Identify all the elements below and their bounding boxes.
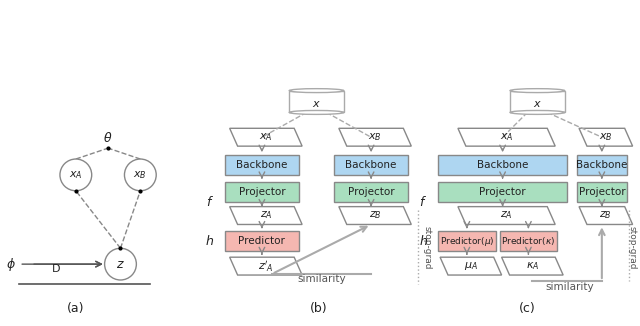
Polygon shape <box>339 128 412 146</box>
Text: $\mu_A$: $\mu_A$ <box>464 260 478 272</box>
FancyBboxPatch shape <box>225 155 299 175</box>
Text: Predictor($\kappa$): Predictor($\kappa$) <box>501 235 556 247</box>
Circle shape <box>60 159 92 191</box>
Text: $\theta$: $\theta$ <box>104 131 113 145</box>
FancyBboxPatch shape <box>438 155 567 175</box>
FancyBboxPatch shape <box>500 231 557 251</box>
Text: $x_A$: $x_A$ <box>259 131 273 143</box>
Text: Projector: Projector <box>239 187 285 197</box>
Polygon shape <box>230 207 302 225</box>
Text: (b): (b) <box>310 302 328 315</box>
Text: $x_B$: $x_B$ <box>599 131 612 143</box>
Text: $\phi$: $\phi$ <box>6 256 16 273</box>
Text: $z_B$: $z_B$ <box>369 210 381 221</box>
Ellipse shape <box>289 111 344 114</box>
Text: Projector: Projector <box>479 187 526 197</box>
Polygon shape <box>230 128 302 146</box>
Text: Backbone: Backbone <box>477 160 528 170</box>
Circle shape <box>124 159 156 191</box>
Text: (a): (a) <box>67 302 84 315</box>
Polygon shape <box>458 207 556 225</box>
Text: $z$: $z$ <box>116 258 125 271</box>
Text: stop-grad: stop-grad <box>628 226 637 269</box>
Text: Predictor($\mu$): Predictor($\mu$) <box>440 235 494 248</box>
Text: $h$: $h$ <box>419 234 428 248</box>
Text: $x_B$: $x_B$ <box>368 131 382 143</box>
Text: $x$: $x$ <box>312 98 321 109</box>
Polygon shape <box>440 257 502 275</box>
Bar <box>510 91 564 112</box>
Text: Backbone: Backbone <box>346 160 397 170</box>
Ellipse shape <box>289 89 344 93</box>
Text: Predictor: Predictor <box>239 236 285 246</box>
Text: (c): (c) <box>519 302 536 315</box>
Text: similarity: similarity <box>546 282 595 292</box>
Text: $x$: $x$ <box>533 98 542 109</box>
FancyBboxPatch shape <box>225 231 299 251</box>
Polygon shape <box>230 257 302 275</box>
Text: $x_A$: $x_A$ <box>500 131 513 143</box>
FancyBboxPatch shape <box>225 182 299 202</box>
Text: Backbone: Backbone <box>576 160 628 170</box>
Text: $z'_A$: $z'_A$ <box>258 259 274 274</box>
Bar <box>289 91 344 112</box>
Polygon shape <box>579 207 632 225</box>
Text: D: D <box>52 264 60 274</box>
FancyBboxPatch shape <box>438 231 495 251</box>
Text: $\kappa_A$: $\kappa_A$ <box>525 260 539 272</box>
FancyBboxPatch shape <box>334 182 408 202</box>
FancyBboxPatch shape <box>577 182 627 202</box>
Ellipse shape <box>510 111 564 114</box>
Text: Backbone: Backbone <box>236 160 287 170</box>
Text: $z_A$: $z_A$ <box>260 210 272 221</box>
Text: $z_A$: $z_A$ <box>500 210 513 221</box>
Text: $f$: $f$ <box>419 195 427 209</box>
Circle shape <box>104 248 136 280</box>
Text: $h$: $h$ <box>205 234 214 248</box>
Text: Projector: Projector <box>579 187 625 197</box>
Text: $f$: $f$ <box>206 195 214 209</box>
Polygon shape <box>339 207 412 225</box>
Text: Projector: Projector <box>348 187 394 197</box>
Polygon shape <box>458 128 556 146</box>
Polygon shape <box>502 257 563 275</box>
Polygon shape <box>579 128 632 146</box>
FancyBboxPatch shape <box>577 155 627 175</box>
Text: $x_B$: $x_B$ <box>134 169 147 181</box>
FancyBboxPatch shape <box>438 182 567 202</box>
Text: stop-grad: stop-grad <box>422 226 431 269</box>
Ellipse shape <box>510 89 564 93</box>
Text: $z_B$: $z_B$ <box>600 210 612 221</box>
Text: similarity: similarity <box>297 274 346 284</box>
FancyBboxPatch shape <box>334 155 408 175</box>
Text: $x_A$: $x_A$ <box>69 169 83 181</box>
